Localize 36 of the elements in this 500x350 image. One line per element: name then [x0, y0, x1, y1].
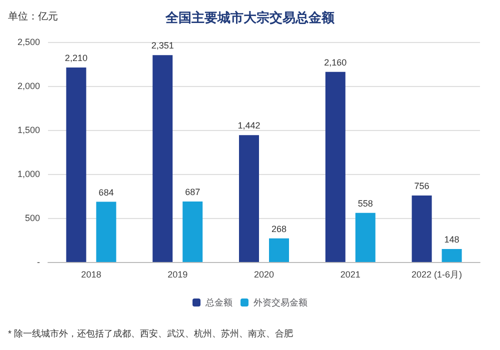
y-tick-label: 1,500	[17, 125, 40, 135]
bar	[355, 212, 376, 262]
y-axis-title: 单位：亿元	[8, 10, 58, 22]
text: 684	[98, 187, 114, 198]
x-tick-label: 2020	[254, 270, 274, 280]
bar	[66, 68, 86, 262]
legend-label: 外资交易金额	[254, 298, 308, 308]
bar	[412, 195, 432, 262]
y-tick-label: 1,000	[17, 169, 40, 179]
bar	[239, 135, 259, 262]
text: 756	[414, 180, 430, 191]
y-tick-label: 2,500	[17, 37, 40, 47]
text: 1,442	[238, 120, 260, 131]
x-tick-label: 2019	[168, 270, 188, 280]
x-tick-label: 2018	[81, 270, 102, 280]
bar	[269, 238, 289, 262]
x-tick-label: 2021	[340, 270, 360, 280]
text: 2,351	[151, 40, 174, 51]
chart-title: 全国主要城市大宗交易总金额	[164, 10, 336, 25]
legend-label: 总金额	[204, 298, 232, 308]
text: 2,210	[64, 53, 88, 64]
text: 148	[444, 234, 460, 244]
bar	[325, 72, 346, 262]
x-tick-label: 2022 (1-6月)	[412, 270, 462, 280]
y-tick-label: -	[37, 257, 40, 267]
y-tick-label: 500	[24, 213, 40, 223]
bar	[96, 202, 116, 262]
text: 2,160	[324, 57, 347, 68]
text: 268	[271, 224, 287, 234]
bar	[442, 248, 462, 262]
bar	[182, 202, 203, 262]
y-tick-label: 2,000	[17, 81, 40, 91]
text: * 除一线城市外，还包括了成都、西安、武汉、杭州、苏州、南京、合肥	[8, 328, 294, 338]
text: 687	[185, 187, 200, 198]
bar	[152, 55, 173, 262]
text: 558	[358, 198, 373, 208]
